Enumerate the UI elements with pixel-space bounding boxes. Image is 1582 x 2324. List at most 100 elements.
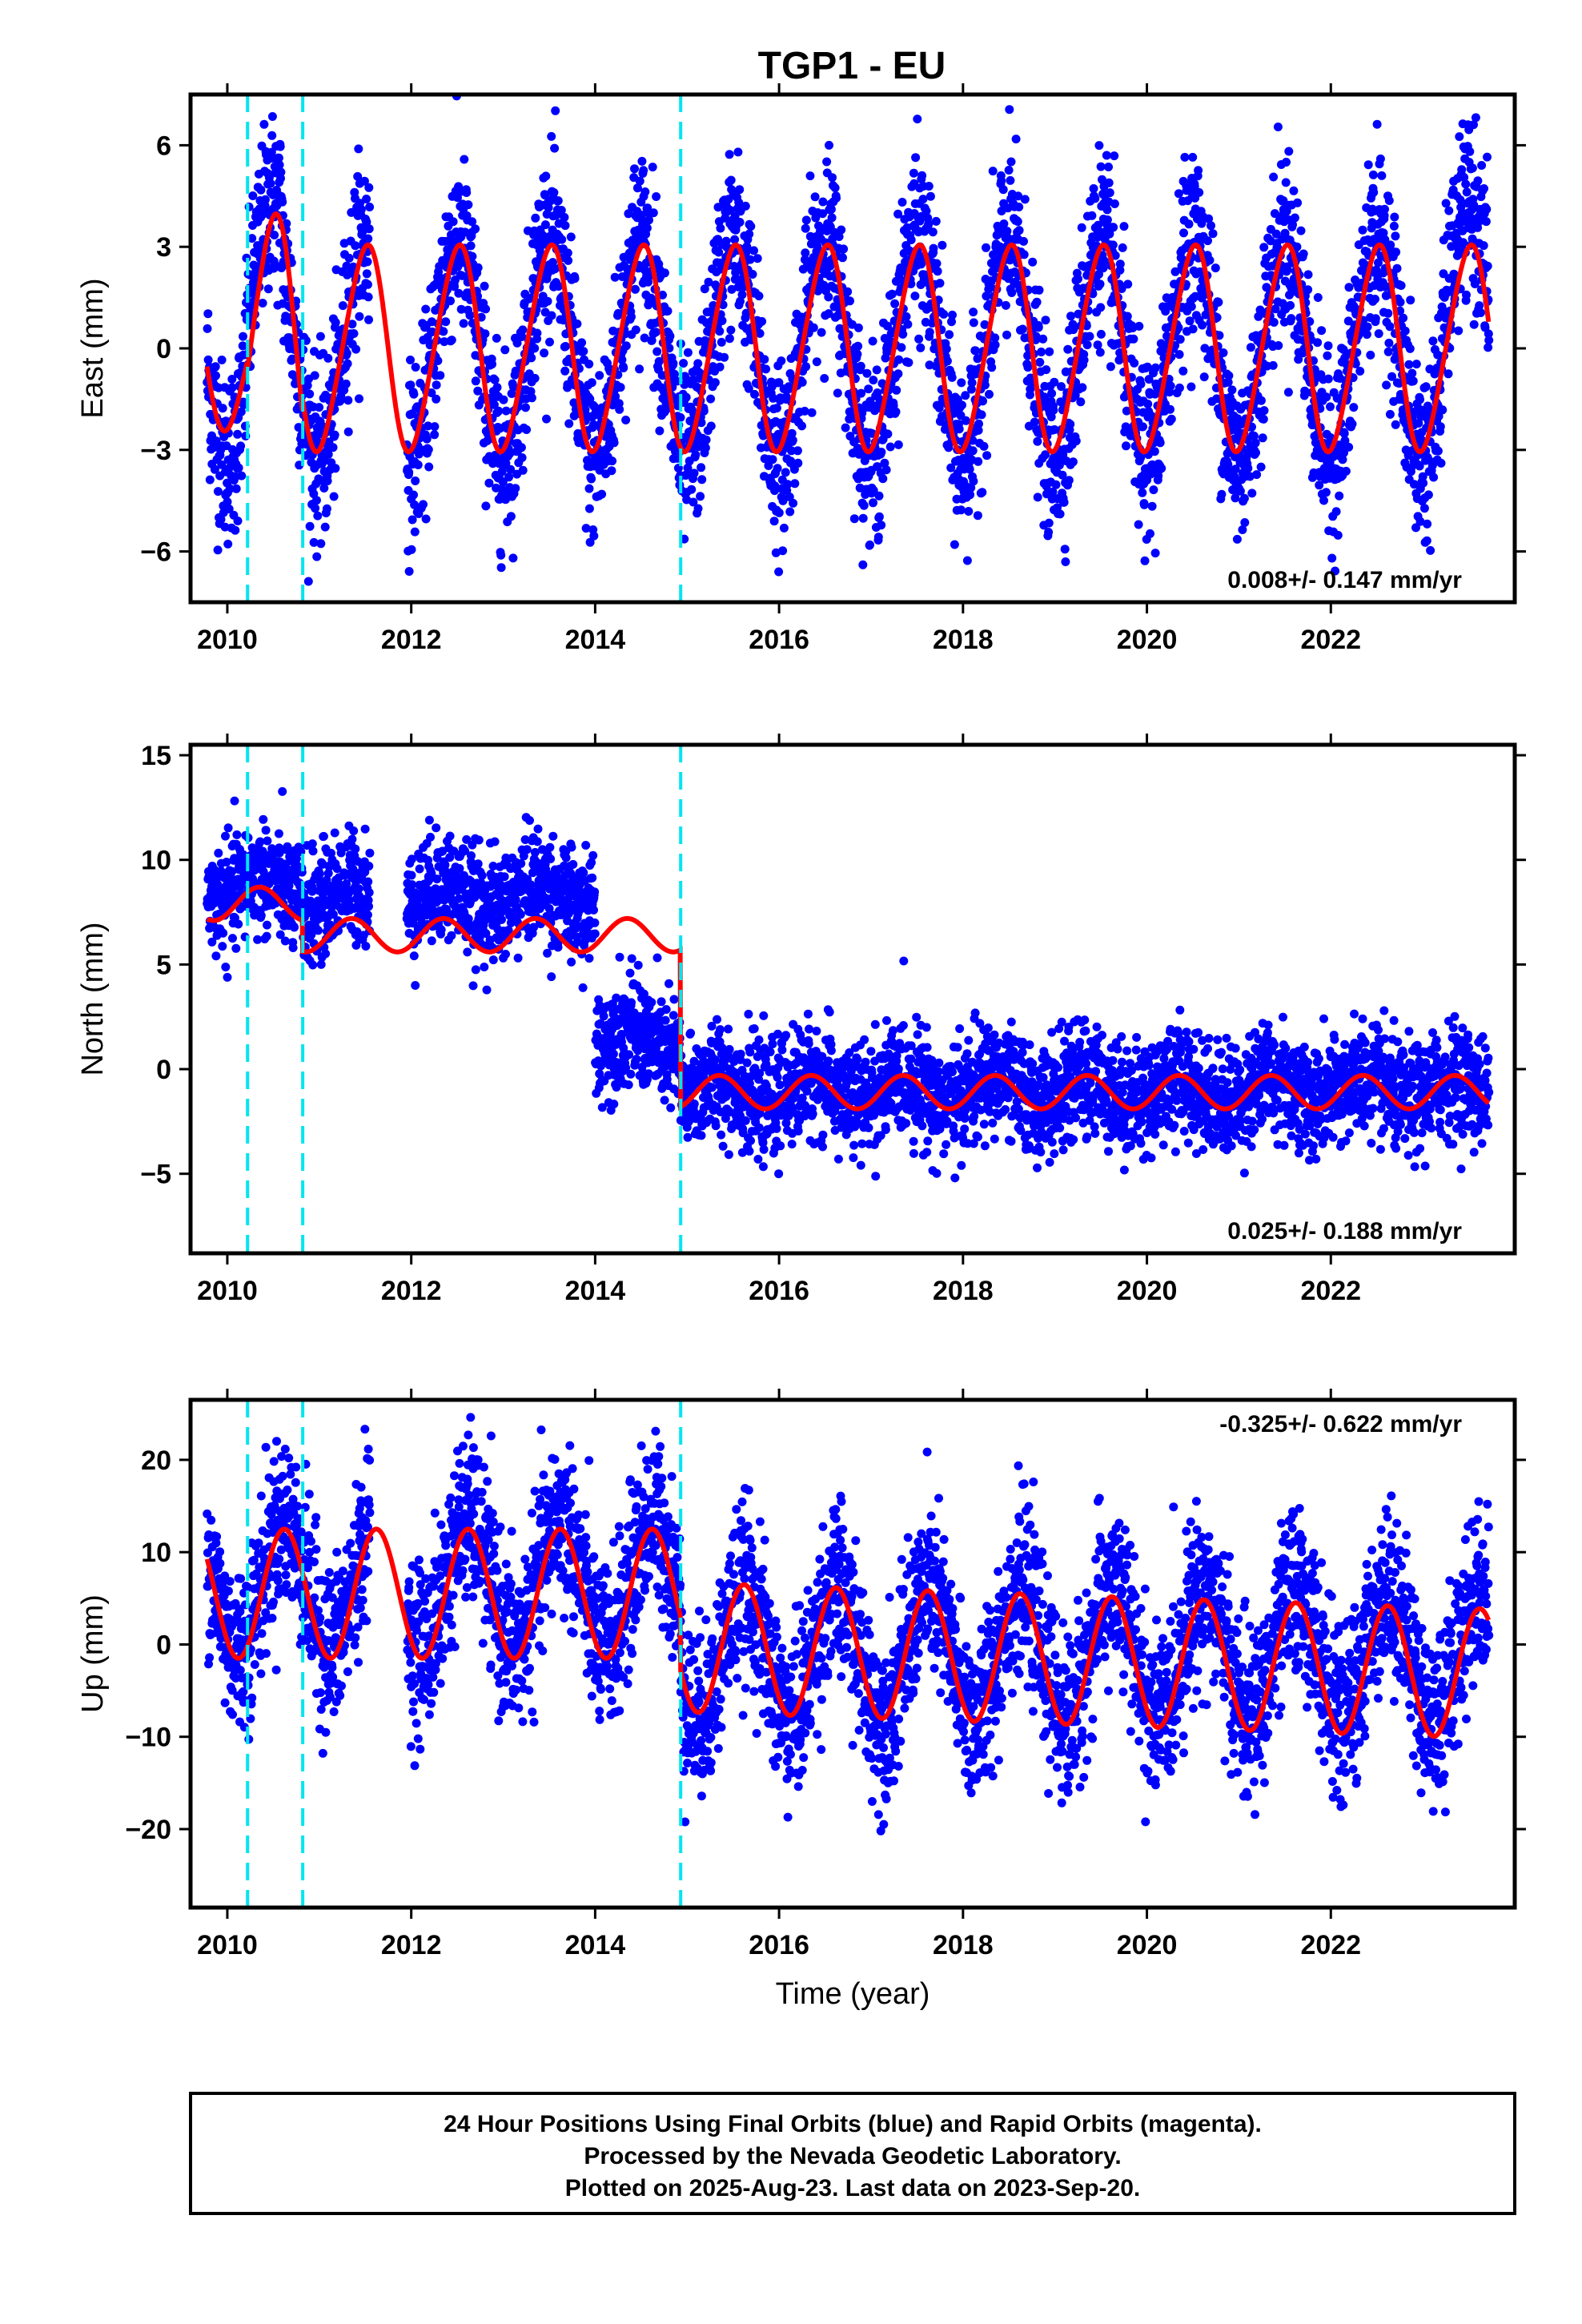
data-point [404, 567, 414, 576]
data-point [410, 500, 420, 509]
data-point [1259, 406, 1269, 416]
data-point [801, 223, 810, 233]
data-point [410, 527, 420, 537]
data-point [901, 312, 911, 321]
data-point [1034, 323, 1043, 332]
data-point [609, 438, 619, 448]
data-point [1426, 545, 1435, 555]
data-point [745, 255, 755, 264]
data-point [897, 343, 906, 352]
data-point [564, 419, 574, 428]
data-point [778, 496, 788, 505]
data-point [1217, 489, 1227, 499]
data-point [735, 185, 745, 195]
data-point [874, 512, 884, 521]
data-point [727, 284, 737, 294]
data-point [968, 436, 978, 445]
x-tick-label: 2018 [933, 625, 994, 655]
data-point [349, 826, 359, 835]
data-point [1051, 480, 1061, 489]
data-point [1157, 464, 1166, 473]
data-point [247, 298, 256, 308]
data-point [1358, 225, 1367, 235]
data-point [343, 396, 353, 405]
data-point [607, 466, 616, 476]
data-point [789, 498, 798, 508]
data-point [1174, 189, 1183, 199]
data-point [430, 422, 440, 432]
data-point [347, 207, 356, 217]
data-point [547, 311, 556, 320]
data-point [961, 391, 970, 400]
data-point [566, 232, 576, 242]
data-point [893, 209, 903, 219]
data-point [733, 147, 743, 157]
data-point [1473, 176, 1483, 186]
data-point [1026, 384, 1035, 394]
data-point [714, 247, 724, 257]
data-point [772, 404, 781, 413]
data-point [203, 355, 213, 364]
data-point [456, 304, 466, 314]
data-point [869, 498, 877, 508]
data-point [1041, 450, 1050, 460]
data-point [259, 814, 268, 824]
data-point [516, 443, 526, 452]
data-point [742, 242, 752, 251]
data-point [540, 191, 550, 200]
data-point [857, 388, 866, 398]
data-point [825, 140, 833, 150]
data-point [865, 396, 875, 406]
data-point [263, 920, 271, 930]
data-point [741, 201, 750, 211]
data-point [1389, 221, 1399, 231]
data-point [1457, 165, 1467, 175]
data-point [361, 942, 371, 951]
x-tick-label: 2020 [1117, 625, 1178, 655]
data-point [964, 507, 974, 516]
data-point [924, 219, 934, 228]
data-point [411, 476, 420, 485]
data-point [985, 389, 994, 399]
data-point [492, 333, 501, 343]
data-point [1363, 322, 1372, 332]
data-point [859, 501, 869, 510]
data-point [210, 464, 219, 474]
data-point [364, 315, 373, 324]
data-point [1274, 341, 1283, 350]
data-point [710, 378, 720, 388]
data-point [322, 504, 331, 513]
data-point [1118, 243, 1127, 252]
data-point [1048, 487, 1058, 497]
data-point [642, 223, 652, 233]
data-point [990, 340, 1000, 350]
data-point [1068, 457, 1078, 467]
data-point [1391, 420, 1400, 429]
data-point [1044, 518, 1054, 528]
data-point [581, 524, 591, 533]
data-point [853, 341, 863, 351]
data-point [554, 282, 564, 291]
data-point [697, 418, 706, 428]
data-point [507, 389, 516, 398]
data-point [1390, 212, 1399, 222]
data-point [518, 465, 528, 475]
data-point [700, 284, 709, 294]
data-point [256, 911, 266, 920]
data-point [1415, 395, 1425, 404]
data-point [1484, 336, 1494, 345]
data-point [1104, 178, 1114, 187]
data-point [275, 160, 284, 170]
data-point [1372, 119, 1382, 129]
data-point [830, 183, 840, 192]
data-point [737, 290, 747, 300]
data-point [211, 951, 221, 961]
data-point [1419, 504, 1429, 513]
data-point [1046, 412, 1056, 422]
data-point [774, 567, 784, 577]
data-point [223, 497, 232, 507]
data-point [818, 197, 828, 207]
data-point [1317, 326, 1327, 336]
data-point [749, 246, 758, 255]
data-point [1066, 420, 1075, 429]
